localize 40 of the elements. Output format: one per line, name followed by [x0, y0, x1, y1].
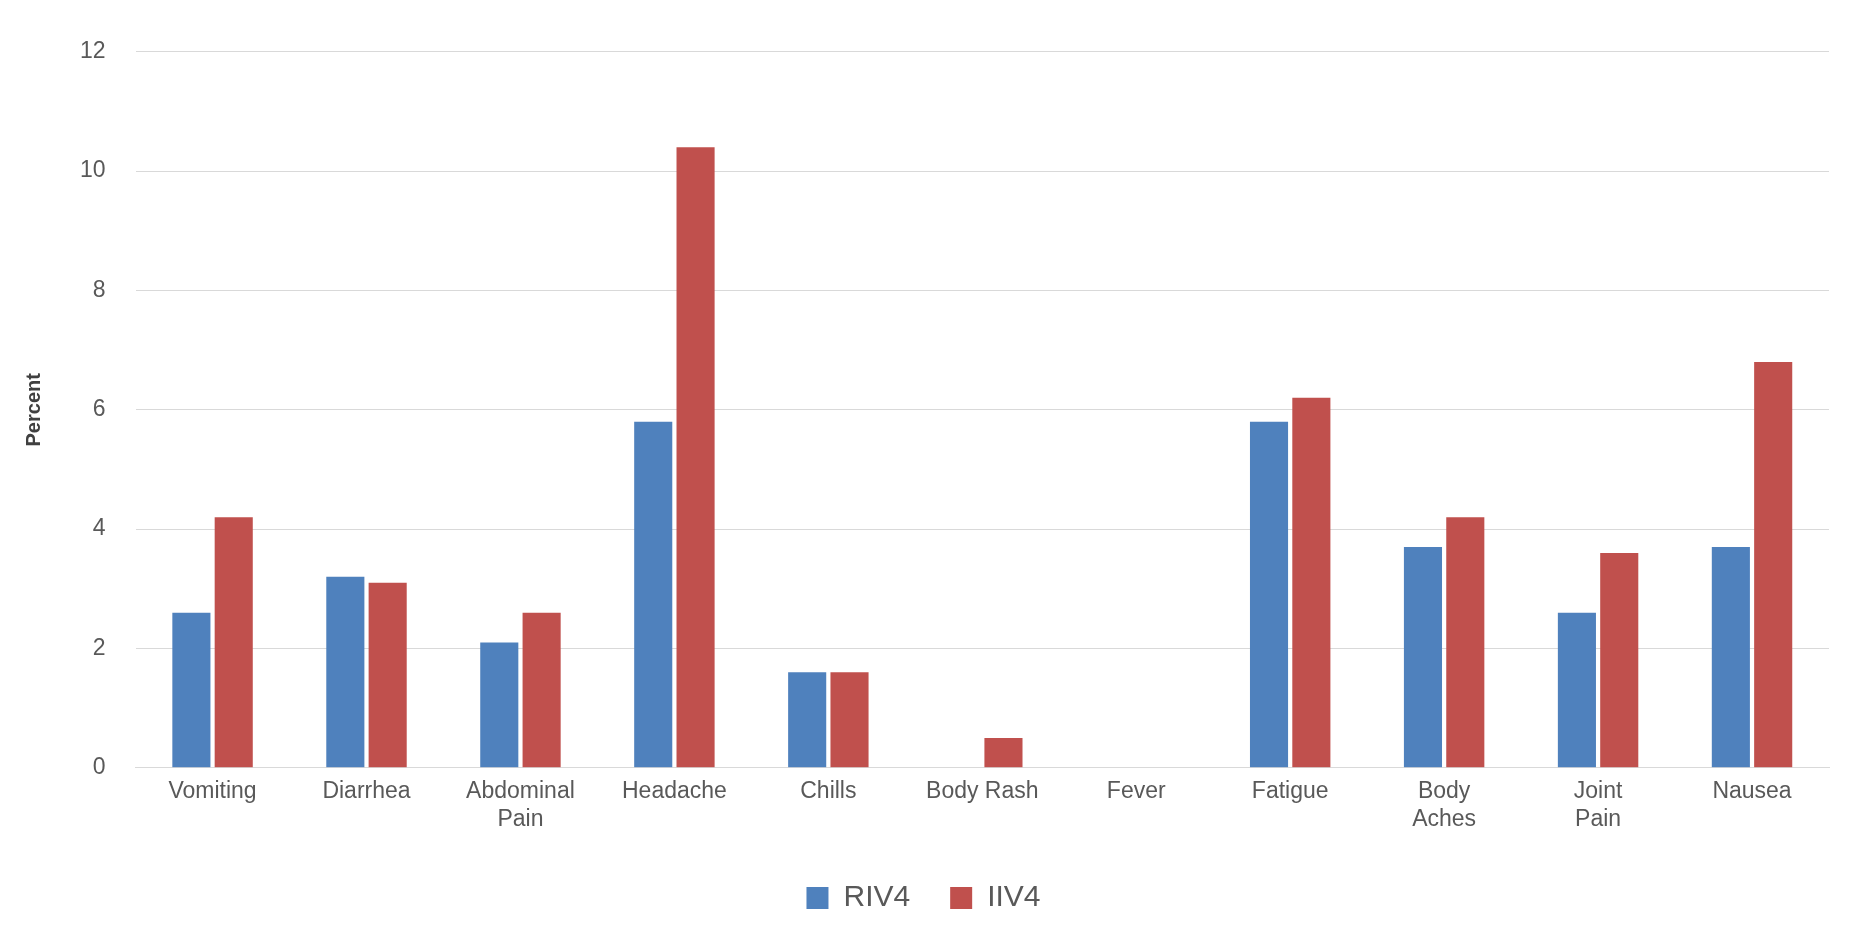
bar — [1557, 612, 1596, 768]
x-tick-label: Abdominal Pain — [466, 776, 575, 831]
bar — [1600, 553, 1639, 768]
y-tick-label: 4 — [92, 514, 106, 541]
bar — [830, 672, 869, 768]
bar — [1754, 362, 1793, 768]
y-tick-label: 12 — [79, 37, 106, 64]
x-tick-label: Headache — [621, 776, 727, 803]
y-tick-label: 0 — [92, 753, 106, 780]
bar — [634, 421, 673, 768]
y-axis-title: Percent — [21, 372, 44, 447]
y-tick-label: 6 — [92, 395, 106, 422]
bar — [368, 582, 407, 768]
x-tick-label: Fatigue — [1251, 776, 1329, 803]
y-tick-label: 8 — [92, 275, 106, 302]
bar — [1711, 547, 1750, 768]
bar — [1249, 421, 1289, 768]
bar — [1403, 547, 1443, 768]
bar — [676, 147, 715, 768]
legend-label: IIV4 — [987, 879, 1041, 913]
bar — [1292, 397, 1331, 768]
x-tick-label: Nausea — [1712, 776, 1792, 803]
bar — [480, 642, 519, 768]
x-tick-label: Body Aches — [1412, 776, 1477, 831]
y-tick-label: 2 — [92, 633, 106, 660]
bar — [326, 576, 365, 768]
x-tick-label: Diarrhea — [322, 776, 411, 803]
bar — [984, 737, 1023, 768]
bar — [172, 612, 211, 768]
bar — [1446, 517, 1485, 768]
bar — [788, 672, 827, 768]
x-tick-label: Vomiting — [168, 776, 257, 803]
x-tick-label: Body Rash — [926, 776, 1039, 803]
bar — [214, 517, 253, 768]
bar — [522, 612, 561, 768]
x-tick-label: Fever — [1106, 776, 1166, 803]
y-tick-label: 10 — [79, 156, 106, 183]
x-tick-label: Chills — [800, 776, 857, 803]
x-tick-label: Joint Pain — [1573, 776, 1623, 831]
legend-label: RIV4 — [843, 879, 911, 913]
